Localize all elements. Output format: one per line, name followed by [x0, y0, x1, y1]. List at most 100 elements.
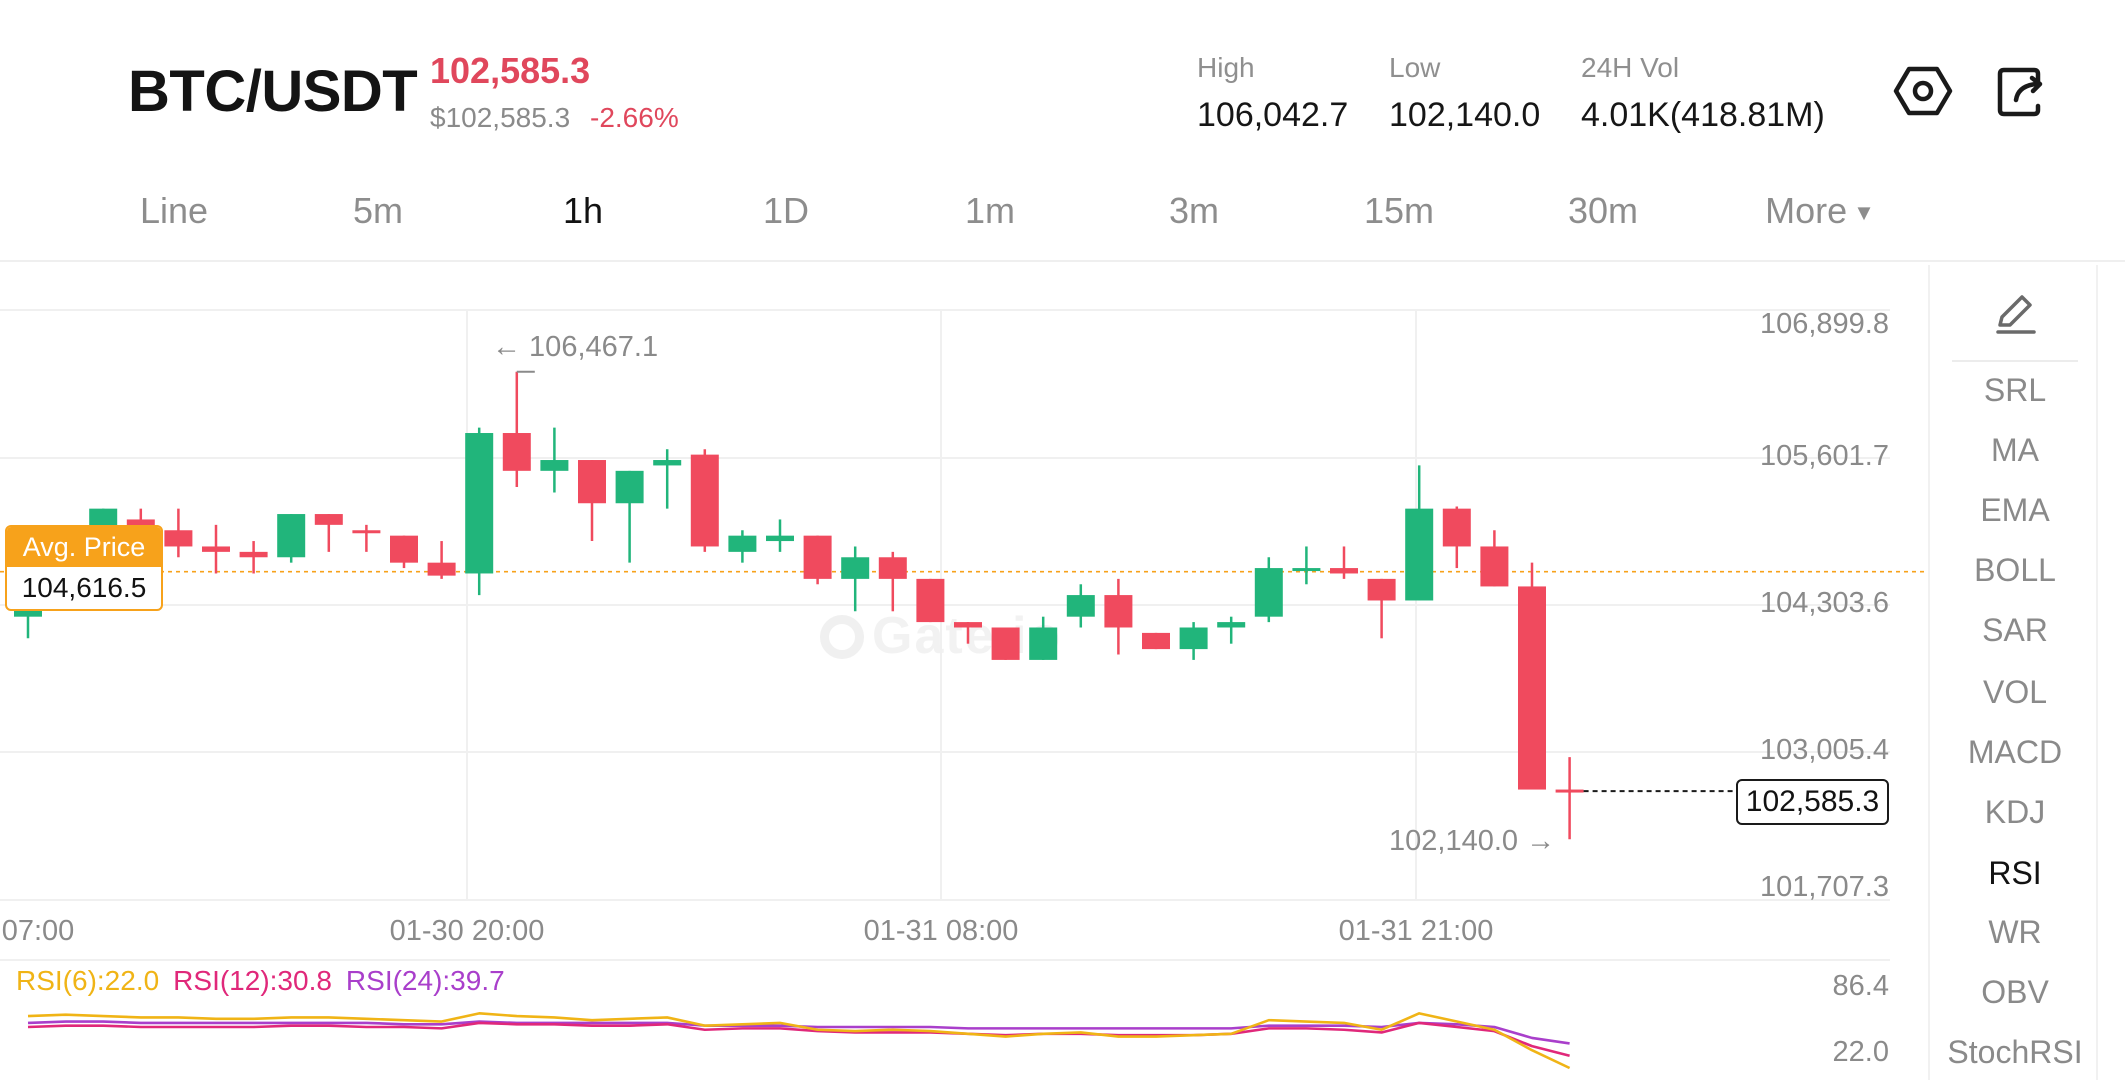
candle-body — [766, 535, 794, 542]
stat-vol-label: 24H Vol — [1581, 52, 1680, 83]
candle-body — [841, 557, 870, 579]
x-axis-label: 01-31 08:00 — [863, 915, 1019, 947]
caret-down-icon: ▼ — [1853, 200, 1875, 225]
tab-1d[interactable]: 1D — [762, 190, 810, 231]
rsi24-legend: RSI(24):39.7 — [345, 965, 505, 996]
tab-line[interactable]: Line — [139, 190, 209, 231]
candle-body — [803, 535, 832, 579]
tab-15m[interactable]: 15m — [1363, 190, 1435, 231]
watermark: Gate.io — [820, 606, 1062, 666]
candle-body — [502, 433, 531, 471]
avg-price-box[interactable]: Avg. Price 104,616.5 — [5, 525, 163, 611]
stat-vol-value: 4.01K(418.81M) — [1581, 96, 1825, 134]
indicator-kdj[interactable]: KDJ — [1984, 794, 2046, 830]
candle-body — [878, 557, 907, 579]
min-price-marker: 102,140.0 → — [1389, 825, 1556, 857]
rsi6-legend: RSI(6):22.0 — [16, 965, 160, 996]
header-divider — [0, 260, 2125, 262]
candle-body — [991, 627, 1020, 660]
share-icon[interactable] — [1992, 60, 2054, 122]
x-axis-label: 01-31 21:00 — [1338, 915, 1494, 947]
indicator-sar[interactable]: SAR — [1982, 612, 2048, 648]
rsi-layer — [27, 1012, 1571, 1070]
pair-title[interactable]: BTC/USDT — [128, 59, 418, 124]
x-axis-label: 01-30 20:00 — [389, 915, 545, 947]
candle-body — [615, 470, 644, 504]
candle-body — [1029, 627, 1058, 660]
candle-body — [1066, 595, 1095, 617]
tab-more[interactable]: More ▼ — [1765, 190, 1875, 232]
indicator-macd[interactable]: MACD — [1967, 734, 2063, 770]
indicator-panel: SRL MA EMA BOLL SAR VOL MACD KDJ RSI WR … — [1928, 265, 2098, 1080]
tab-3m[interactable]: 3m — [1168, 190, 1220, 231]
indicator-boll[interactable]: BOLL — [1974, 552, 2056, 588]
tab-30m[interactable]: 30m — [1567, 190, 1639, 231]
candle-body — [465, 433, 494, 574]
indicator-stochrsi[interactable]: StochRSI — [1947, 1034, 2083, 1070]
candle-body — [1405, 508, 1434, 601]
candle-body — [1254, 568, 1283, 617]
settings-icon[interactable] — [1892, 60, 1954, 122]
candle-body — [1480, 546, 1509, 587]
candle-body — [352, 530, 381, 534]
candle-body — [239, 551, 268, 558]
candle-body — [164, 530, 193, 547]
candle-body — [1179, 627, 1208, 650]
avg-price-value: 104,616.5 — [21, 572, 147, 603]
gate-logo-icon — [820, 615, 864, 659]
change-percent: -2.66% — [590, 102, 679, 133]
candle-body — [653, 460, 682, 466]
candle-body — [1330, 568, 1358, 574]
rsi24-line — [27, 1020, 1570, 1045]
candle-body — [578, 460, 606, 504]
candle-body — [277, 514, 306, 558]
indicator-srl[interactable]: SRL — [1983, 372, 2047, 408]
tab-1h[interactable]: 1h — [562, 190, 604, 231]
rsi-y-label: 22.0 — [1832, 1036, 1889, 1068]
candlestick-chart[interactable] — [0, 262, 1928, 1080]
max-price-marker: ← 106,467.1 — [492, 331, 659, 363]
candle-body — [1442, 508, 1471, 547]
indicator-ma[interactable]: MA — [1991, 432, 2039, 468]
candle-body — [202, 546, 230, 552]
tab-more-label: More — [1765, 190, 1848, 231]
stat-vol: 24H Vol 4.01K(418.81M) — [1581, 52, 1825, 135]
y-axis-label: 104,303.6 — [1759, 587, 1889, 619]
candle-body — [390, 535, 418, 563]
candle-body — [1104, 595, 1133, 628]
tab-1m[interactable]: 1m — [964, 190, 1016, 231]
x-axis-label: 07:00 — [1, 915, 75, 947]
candle-body — [126, 519, 155, 531]
candle-body — [427, 562, 456, 576]
indicator-rsi[interactable]: RSI — [1988, 855, 2042, 891]
draw-pencil-icon[interactable] — [1990, 287, 2040, 337]
y-axis-label: 103,005.4 — [1759, 734, 1889, 766]
candle-body — [1142, 632, 1170, 650]
indicator-obv[interactable]: OBV — [1981, 974, 2049, 1010]
candles-layer — [14, 370, 1736, 840]
rsi12-line — [27, 1021, 1570, 1057]
indicator-ema[interactable]: EMA — [1980, 492, 2050, 528]
candle-body — [916, 578, 945, 623]
candle-body — [1367, 578, 1396, 601]
candle-body — [954, 622, 982, 628]
tab-5m[interactable]: 5m — [352, 190, 404, 231]
panel-divider — [1952, 360, 2078, 362]
candle-body — [1292, 568, 1321, 572]
y-axis-label: 106,899.8 — [1759, 308, 1889, 340]
candle-body — [690, 454, 719, 547]
rsi12-legend: RSI(12):30.8 — [173, 965, 332, 996]
y-axis-label: 101,707.3 — [1759, 871, 1889, 903]
chart-grid — [0, 309, 1928, 961]
avg-price-label: Avg. Price — [7, 527, 161, 567]
indicator-wr[interactable]: WR — [1988, 914, 2042, 950]
stat-low-label: Low — [1389, 52, 1441, 83]
last-price: 102,585.3 — [430, 50, 591, 91]
candle-body — [1518, 586, 1546, 790]
interval-tabs: Line 5m 1h 1D 1m 3m 15m 30m More ▼ — [0, 180, 2125, 260]
y-axis-label: 105,601.7 — [1759, 440, 1889, 472]
indicator-vol[interactable]: VOL — [1982, 674, 2048, 710]
current-price-tag: 102,585.3 — [1736, 779, 1889, 825]
candle-body — [1555, 789, 1584, 793]
rsi6-line — [27, 1012, 1571, 1070]
